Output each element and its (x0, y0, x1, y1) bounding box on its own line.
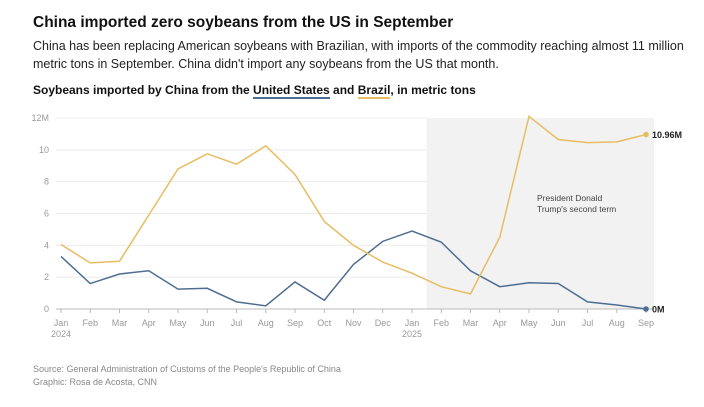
x-tick-label: Apr (493, 318, 507, 328)
x-tick-label: Oct (317, 318, 332, 328)
legend-us: United States (253, 83, 330, 99)
y-tick-label: 4 (44, 240, 49, 250)
x-tick-label: Mar (463, 318, 479, 328)
x-tick-label: May (169, 318, 187, 328)
source-note: Source: General Administration of Custom… (33, 364, 341, 374)
x-tick-label: Sep (287, 318, 303, 328)
x-tick-label: May (520, 318, 538, 328)
chart-title: Soybeans imported by China from the Unit… (33, 83, 476, 99)
y-tick-label: 2 (44, 272, 49, 282)
x-tick-label: Mar (112, 318, 128, 328)
x-tick-label: Jan (54, 318, 69, 328)
end-label-united-states: 0M (652, 305, 665, 315)
series-line-brazil (60, 115, 647, 295)
y-tick-label: 10 (39, 145, 49, 155)
series-line-united-states (60, 230, 647, 310)
y-tick-label: 0 (44, 304, 49, 314)
x-tick-label: Jan (405, 318, 420, 328)
chart-title-suffix: , in metric tons (390, 83, 476, 97)
x-tick-label: Jul (231, 318, 243, 328)
x-tick-label: Feb (82, 318, 98, 328)
x-tick-label: Jul (582, 318, 594, 328)
x-year-label: 2024 (51, 329, 71, 339)
chart-title-prefix: Soybeans imported by China from the (33, 83, 254, 97)
credit-note: Graphic: Rosa de Acosta, CNN (33, 377, 158, 387)
end-label-brazil: 10.96M (652, 130, 682, 140)
legend-brazil: Brazil (357, 83, 391, 99)
end-point-united-states (643, 306, 649, 312)
x-tick-label: Nov (345, 318, 362, 328)
x-tick-label: Sep (638, 318, 654, 328)
chart-subtitle: China has been replacing American soybea… (33, 39, 684, 71)
chart-headline: China imported zero soybeans from the US… (33, 14, 454, 31)
annotation-text: President Donald (537, 193, 602, 203)
chart-title-and: and (329, 83, 358, 97)
x-tick-label: Aug (609, 318, 625, 328)
shaded-region (426, 118, 654, 309)
x-tick-label: Dec (375, 318, 392, 328)
x-year-label: 2025 (402, 329, 422, 339)
y-tick-label: 12M (31, 113, 49, 123)
y-tick-label: 8 (44, 177, 49, 187)
x-tick-label: Apr (142, 318, 156, 328)
x-tick-label: Aug (258, 318, 274, 328)
x-tick-label: Jun (551, 318, 566, 328)
y-tick-label: 6 (44, 209, 49, 219)
x-tick-label: Feb (433, 318, 449, 328)
end-point-brazil (643, 131, 649, 138)
annotation-text: Trump's second term (537, 204, 616, 214)
x-tick-label: Jun (200, 318, 215, 328)
